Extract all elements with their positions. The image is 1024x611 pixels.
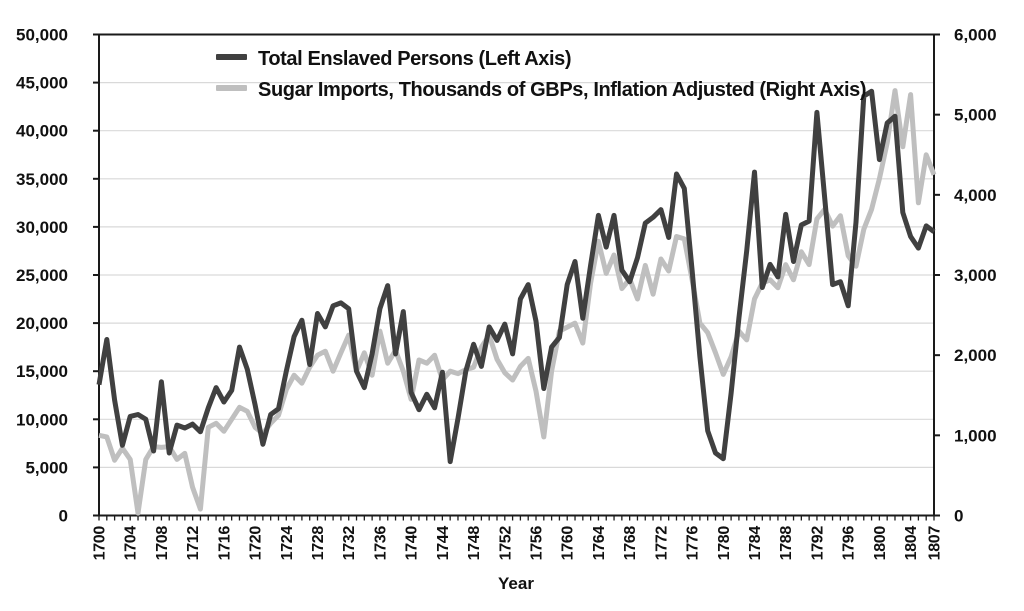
legend-label-enslaved: Total Enslaved Persons (Left Axis) <box>258 48 571 70</box>
x-axis-tick-label: 1744 <box>435 526 452 561</box>
legend-swatch-enslaved-line <box>216 54 247 60</box>
right-axis-tick-label: 3,000 <box>954 266 997 285</box>
legend-label-sugar: Sugar Imports, Thousands of GBPs, Inflat… <box>258 79 866 101</box>
x-axis-tick-label: 1788 <box>778 526 795 561</box>
left-axis-tick-label: 10,000 <box>16 410 68 429</box>
x-axis-tick-label: 1784 <box>747 526 764 561</box>
x-axis-tick-label: 1752 <box>497 526 514 561</box>
right-axis-tick-label: 5,000 <box>954 106 997 125</box>
series-line-total-enslaved-persons <box>96 88 936 465</box>
x-axis-tick-label: 1760 <box>560 526 577 561</box>
x-axis-tick-label: 1800 <box>872 526 889 561</box>
x-axis-tick-label: 1748 <box>466 526 483 561</box>
x-axis-tick-label: 1792 <box>809 526 826 561</box>
x-axis-tick-label: 1768 <box>622 526 639 561</box>
right-axis-tick-label: 6,000 <box>954 26 997 45</box>
x-axis-tick-label: 1704 <box>123 526 140 561</box>
x-axis-tick-label: 1736 <box>372 526 389 561</box>
legend-swatch-sugar-line <box>216 85 247 91</box>
right-axis-tick-label: 2,000 <box>954 346 997 365</box>
plot-area: 50,000 45,000 40,000 35,000 30,000 25,000 20,0… <box>16 26 997 561</box>
x-axis-tick-label: 1728 <box>310 526 327 561</box>
x-axis-tick-label: 1708 <box>154 526 171 561</box>
left-axis-tick-label: 15,000 <box>16 362 68 381</box>
left-axis-tick-label: 0 <box>59 507 68 526</box>
x-axis-tick-label: 1776 <box>685 526 702 561</box>
x-axis-tick-label: 1720 <box>248 526 265 561</box>
x-axis-tick-label: 1772 <box>653 526 670 561</box>
legend: Total Enslaved Persons (Left Axis) Sugar… <box>216 48 866 101</box>
left-axis-tick-label: 30,000 <box>16 218 68 237</box>
x-axis-tick-label: 1796 <box>841 526 858 561</box>
x-axis-tick-label: 1756 <box>529 526 546 561</box>
x-axis-title: Year <box>498 574 534 593</box>
x-axis-tick-label: 1804 <box>903 526 920 561</box>
left-axis-tick-label: 40,000 <box>16 122 68 141</box>
right-axis-tick-label: 1,000 <box>954 426 997 445</box>
left-axis-tick-label: 45,000 <box>16 74 68 93</box>
x-axis-tick-label: 1724 <box>279 526 296 561</box>
right-axis-tick-label: 4,000 <box>954 186 997 205</box>
left-axis-tick-label: 5,000 <box>25 458 68 477</box>
left-axis-tick-label: 35,000 <box>16 170 68 189</box>
x-axis-tick-label: 1740 <box>404 526 421 561</box>
left-axis-tick-label: 50,000 <box>16 26 68 45</box>
x-axis-tick-label: 1807 <box>927 526 944 561</box>
x-axis-tick-label: 1712 <box>185 526 202 561</box>
x-axis-tick-label: 1764 <box>591 526 608 561</box>
left-axis-tick-label: 25,000 <box>16 266 68 285</box>
x-axis-tick-label: 1716 <box>216 526 233 561</box>
x-axis-tick-label: 1700 <box>92 526 109 561</box>
x-axis-tick-label: 1732 <box>341 526 358 561</box>
x-axis-tick-label: 1780 <box>716 526 733 561</box>
right-axis-tick-label: 0 <box>954 507 963 526</box>
series-line-sugar-imports <box>98 88 937 516</box>
left-axis-tick-label: 20,000 <box>16 314 68 333</box>
